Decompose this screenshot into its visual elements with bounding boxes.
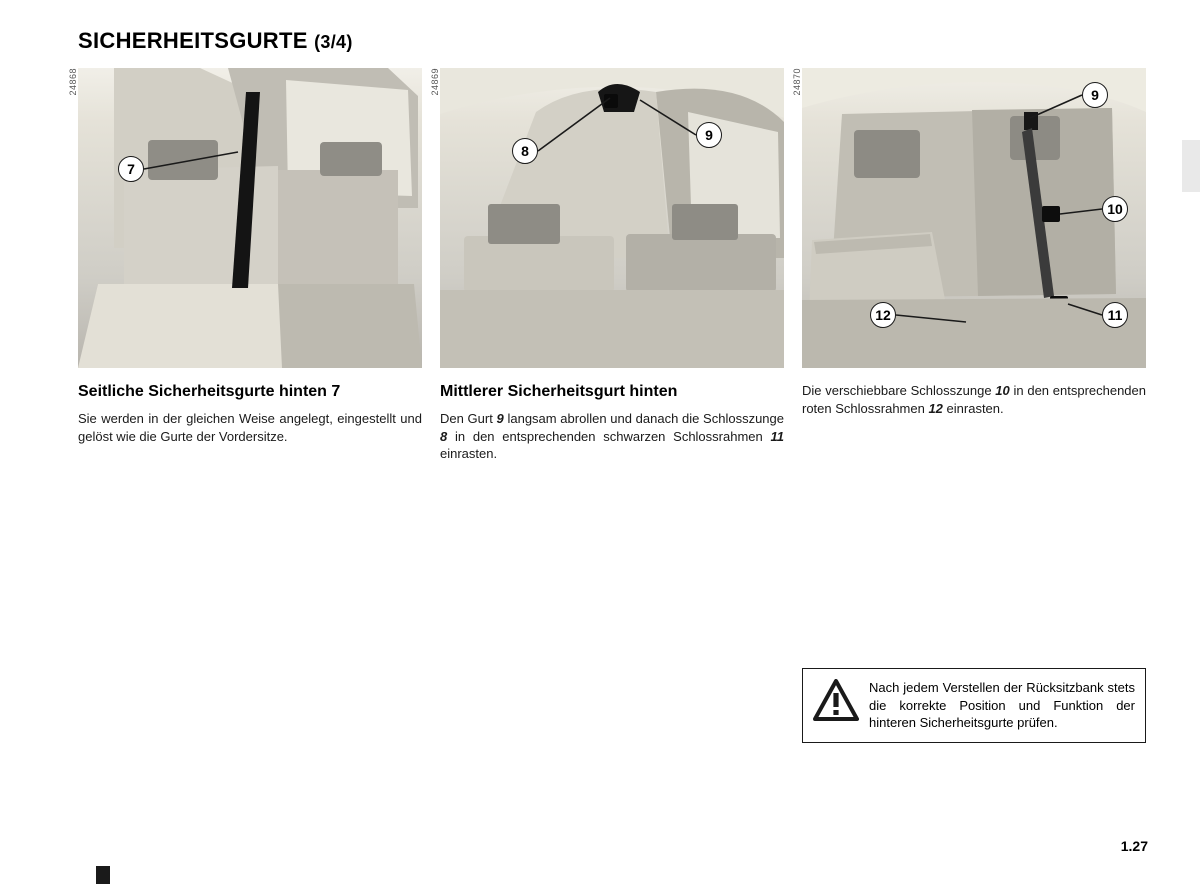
column-3: 24870 bbox=[802, 68, 1146, 463]
figure-2-svg bbox=[440, 68, 784, 368]
side-tab bbox=[1182, 140, 1200, 192]
warning-icon bbox=[813, 679, 859, 723]
column-1: 24868 bbox=[78, 68, 422, 463]
page-title: SICHERHEITSGURTE (3/4) bbox=[78, 28, 1148, 54]
callout-7: 7 bbox=[118, 156, 144, 182]
column-2: 24869 bbox=[440, 68, 784, 463]
figure-3: 24870 bbox=[802, 68, 1146, 368]
callout-11: 11 bbox=[1102, 302, 1128, 328]
warning-box: Nach jedem Verstellen der Rücksitzbank s… bbox=[802, 668, 1146, 743]
warning-text: Nach jedem Verstellen der Rücksitzbank s… bbox=[869, 679, 1135, 732]
callout-8: 8 bbox=[512, 138, 538, 164]
figure-2-id: 24869 bbox=[430, 68, 440, 96]
figure-3-svg bbox=[802, 68, 1146, 368]
callout-10: 10 bbox=[1102, 196, 1128, 222]
page-number: 1.27 bbox=[1121, 838, 1148, 854]
title-main: SICHERHEITSGURTE bbox=[78, 28, 308, 53]
figure-1: 24868 bbox=[78, 68, 422, 368]
figure-2: 24869 bbox=[440, 68, 784, 368]
columns: 24868 bbox=[78, 68, 1148, 463]
callout-9: 9 bbox=[696, 122, 722, 148]
callout-12: 12 bbox=[870, 302, 896, 328]
title-sub: (3/4) bbox=[314, 32, 353, 52]
col1-text: Sie werden in der gleichen Weise angeleg… bbox=[78, 410, 422, 445]
figure-1-id: 24868 bbox=[68, 68, 78, 96]
crop-mark bbox=[96, 866, 110, 884]
col3-text: Die verschiebbare Schlosszunge 10 in den… bbox=[802, 382, 1146, 417]
figure-3-id: 24870 bbox=[792, 68, 802, 96]
col2-heading: Mittlerer Sicherheitsgurt hinten bbox=[440, 382, 784, 402]
callout-9b: 9 bbox=[1082, 82, 1108, 108]
figure-1-svg bbox=[78, 68, 422, 368]
col1-heading: Seitliche Sicherheitsgurte hinten 7 bbox=[78, 382, 422, 402]
manual-page: SICHERHEITSGURTE (3/4) 24868 bbox=[0, 0, 1200, 463]
col2-text: Den Gurt 9 langsam abrollen und danach d… bbox=[440, 410, 784, 463]
